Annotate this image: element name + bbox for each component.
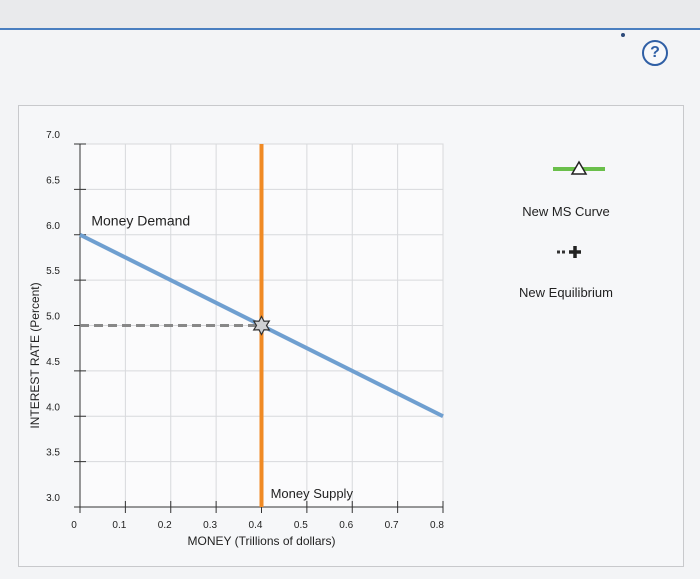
x-tick-label: 0.2 [158, 520, 172, 531]
legend: New MS Curve New Equilibrium [519, 160, 613, 300]
axes: 0 0.1 0.2 0.3 0.4 0.5 0.6 0.7 0.8 3.0 3.5 4.0 4.5 5.0… [46, 130, 444, 531]
series-layer [79, 144, 444, 507]
x-tick-label: 0.8 [430, 520, 444, 531]
y-tick-label: 5.5 [46, 266, 60, 277]
money-supply-label: Money Supply [271, 486, 354, 501]
help-button[interactable]: ? [642, 40, 668, 66]
y-tick-label: 4.0 [46, 402, 60, 413]
x-tick-label: 0 [71, 520, 77, 531]
graph-panel: 0 0.1 0.2 0.3 0.4 0.5 0.6 0.7 0.8 3.0 3.5 4.0 4.5 5.0… [18, 105, 684, 567]
status-dot [621, 33, 625, 37]
legend-new-ms-label: New MS Curve [522, 204, 609, 219]
y-tick-label: 3.0 [46, 493, 60, 504]
x-axis-label: MONEY (Trillions of dollars) [187, 534, 335, 548]
legend-triangle-icon [570, 160, 588, 175]
x-tick-label: 0.1 [112, 520, 126, 531]
x-tick-label: 0.5 [294, 520, 308, 531]
x-tick-label: 0.3 [203, 520, 217, 531]
y-tick-label: 7.0 [46, 130, 60, 141]
y-tick-label: 3.5 [46, 448, 60, 459]
money-demand-label: Money Demand [91, 213, 190, 229]
y-tick-label: 6.5 [46, 175, 60, 186]
chart: 0 0.1 0.2 0.3 0.4 0.5 0.6 0.7 0.8 3.0 3.5 4.0 4.5 5.0… [28, 130, 613, 548]
legend-new-equilibrium-label: New Equilibrium [519, 285, 613, 300]
y-tick-label: 6.0 [46, 221, 60, 232]
y-tick-label: 4.5 [46, 357, 60, 368]
x-tick-label: 0.7 [385, 520, 399, 531]
y-tick-label: 5.0 [46, 312, 60, 323]
x-tick-label: 0.6 [339, 520, 353, 531]
y-axis-label: INTEREST RATE (Percent) [28, 282, 42, 428]
top-rule [0, 28, 700, 30]
x-tick-label: 0.4 [249, 520, 263, 531]
equilibrium-star-marker [252, 315, 271, 336]
